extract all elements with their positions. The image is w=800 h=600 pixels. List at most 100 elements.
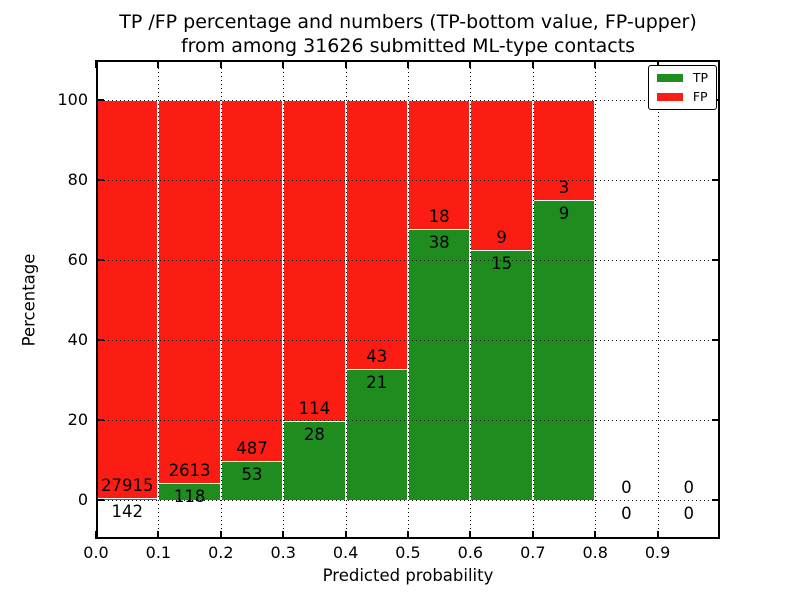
- fp-count-label: 0: [621, 478, 632, 497]
- tp-count-label: 142: [111, 501, 143, 521]
- y-axis-label: Percentage: [19, 253, 39, 347]
- legend: TP FP: [647, 65, 717, 110]
- chart-title-line2: from among 31626 submitted ML-type conta…: [180, 34, 636, 57]
- fp-count-label: 2613: [168, 460, 211, 480]
- legend-entry: TP: [656, 70, 708, 85]
- tick-mark-right: [712, 259, 720, 261]
- y-tick-label: 20: [67, 410, 88, 429]
- y-tick-label: 0: [77, 490, 88, 509]
- y-tick-label: 60: [67, 250, 88, 269]
- tp-count-label: 53: [241, 464, 263, 484]
- tick-mark-top: [407, 60, 409, 68]
- y-tick-label: 80: [67, 170, 88, 189]
- tick-mark-top: [531, 60, 534, 68]
- y-tick-label: 100: [57, 90, 88, 109]
- tick-mark-top: [95, 60, 97, 68]
- tp-count-label: 38: [428, 232, 450, 252]
- tick-mark-right: [712, 339, 720, 341]
- bar-segment-tp: [532, 200, 596, 500]
- bar-segment-tp: [470, 250, 533, 500]
- gridline-vertical: [532, 60, 534, 539]
- x-tick-label: 0.6: [457, 543, 484, 562]
- gridline-vertical: [220, 60, 222, 539]
- fp-count-label: 9: [496, 228, 507, 247]
- fp-count-label: 43: [366, 346, 388, 366]
- legend-label-fp: FP: [692, 89, 708, 104]
- bar-segment-tp: [220, 460, 284, 500]
- fp-count-label: 114: [298, 399, 331, 419]
- legend-swatch-tp: [656, 74, 683, 82]
- x-tick-label: 0.4: [332, 543, 359, 562]
- grid-layer: [96, 60, 720, 539]
- x-tick-label: 0.5: [395, 543, 421, 562]
- bar-segment-fp: [532, 100, 596, 200]
- tick-mark-top: [219, 60, 222, 68]
- tick-mark-top: [594, 60, 597, 68]
- tick-mark-left: [96, 99, 104, 101]
- tick-mark-bottom: [594, 531, 597, 539]
- gridline-vertical: [595, 60, 597, 539]
- plot-area: 27915 142 2613 118 487 53 114 28 43 21 18 38 9 15 3 9 0 0…: [95, 60, 720, 539]
- tick-mark-top: [656, 60, 659, 68]
- tp-count-label: 15: [491, 254, 513, 273]
- tp-count-label: 0: [683, 504, 695, 523]
- tick-mark-bottom: [282, 531, 285, 539]
- fp-count-label: 3: [558, 178, 570, 197]
- fp-count-label: 0: [683, 478, 695, 497]
- tick-mark-top: [469, 60, 472, 68]
- chart-title: TP /FP percentage and numbers (TP-bottom…: [96, 11, 720, 58]
- x-axis-label: Predicted probability: [322, 566, 494, 585]
- tick-mark-right: [712, 499, 720, 501]
- fp-count-label: 487: [236, 438, 268, 458]
- bar-segment-tp: [408, 228, 471, 500]
- x-tick-label: 0.7: [520, 543, 546, 562]
- x-tick-label: 0.2: [208, 543, 234, 562]
- bar-segment-fp: [220, 100, 284, 461]
- legend-entry: FP: [656, 89, 708, 104]
- tick-mark-bottom: [157, 531, 160, 539]
- bar-segment-fp: [158, 100, 221, 483]
- tick-mark-right: [712, 419, 720, 421]
- x-tick-label: 0.1: [145, 543, 172, 562]
- x-tick-label: 0.8: [582, 543, 608, 562]
- tick-mark-bottom: [219, 531, 222, 539]
- gridline-vertical: [345, 60, 347, 539]
- gridline-vertical: [470, 60, 472, 539]
- gridline-vertical: [283, 60, 285, 539]
- legend-label-tp: TP: [692, 70, 708, 85]
- tick-mark-right: [712, 179, 720, 181]
- legend-swatch-fp: [656, 93, 683, 101]
- gridline-vertical: [657, 60, 659, 539]
- tick-mark-bottom: [531, 531, 534, 539]
- tick-mark-left: [96, 179, 104, 181]
- gridline-vertical: [158, 60, 160, 539]
- tick-mark-top: [344, 60, 347, 68]
- bar-segment-fp: [96, 100, 159, 498]
- x-tick-label: 0.0: [83, 543, 109, 562]
- tick-mark-bottom: [469, 531, 472, 539]
- tick-mark-top: [157, 60, 160, 68]
- y-tick-label: 40: [67, 330, 88, 349]
- tick-mark-bottom: [344, 531, 347, 539]
- tick-mark-left: [96, 419, 104, 421]
- tp-count-label: 0: [621, 504, 632, 523]
- bar-segment-fp: [345, 100, 408, 369]
- bars-layer: [96, 60, 720, 539]
- tick-mark-bottom: [407, 531, 409, 539]
- gridline-vertical: [408, 60, 409, 539]
- tp-count-label: 118: [173, 486, 206, 506]
- bar-segment-tp: [283, 421, 346, 500]
- bar-labels-layer: 27915 142 2613 118 487 53 114 28 43 21 18 38 9 15 3 9 0 0…: [96, 60, 720, 539]
- tick-mark-left: [96, 499, 104, 501]
- tick-mark-bottom: [656, 531, 659, 539]
- x-tick-label: 0.3: [270, 543, 296, 562]
- fp-count-label: 18: [428, 206, 450, 226]
- tick-mark-left: [96, 259, 104, 261]
- x-tick-label: 0.9: [644, 543, 671, 562]
- tp-count-label: 21: [366, 372, 388, 392]
- tick-mark-top: [282, 60, 285, 68]
- tp-count-label: 28: [303, 425, 325, 445]
- tick-mark-bottom: [95, 531, 97, 539]
- bar-segment-fp: [408, 100, 471, 229]
